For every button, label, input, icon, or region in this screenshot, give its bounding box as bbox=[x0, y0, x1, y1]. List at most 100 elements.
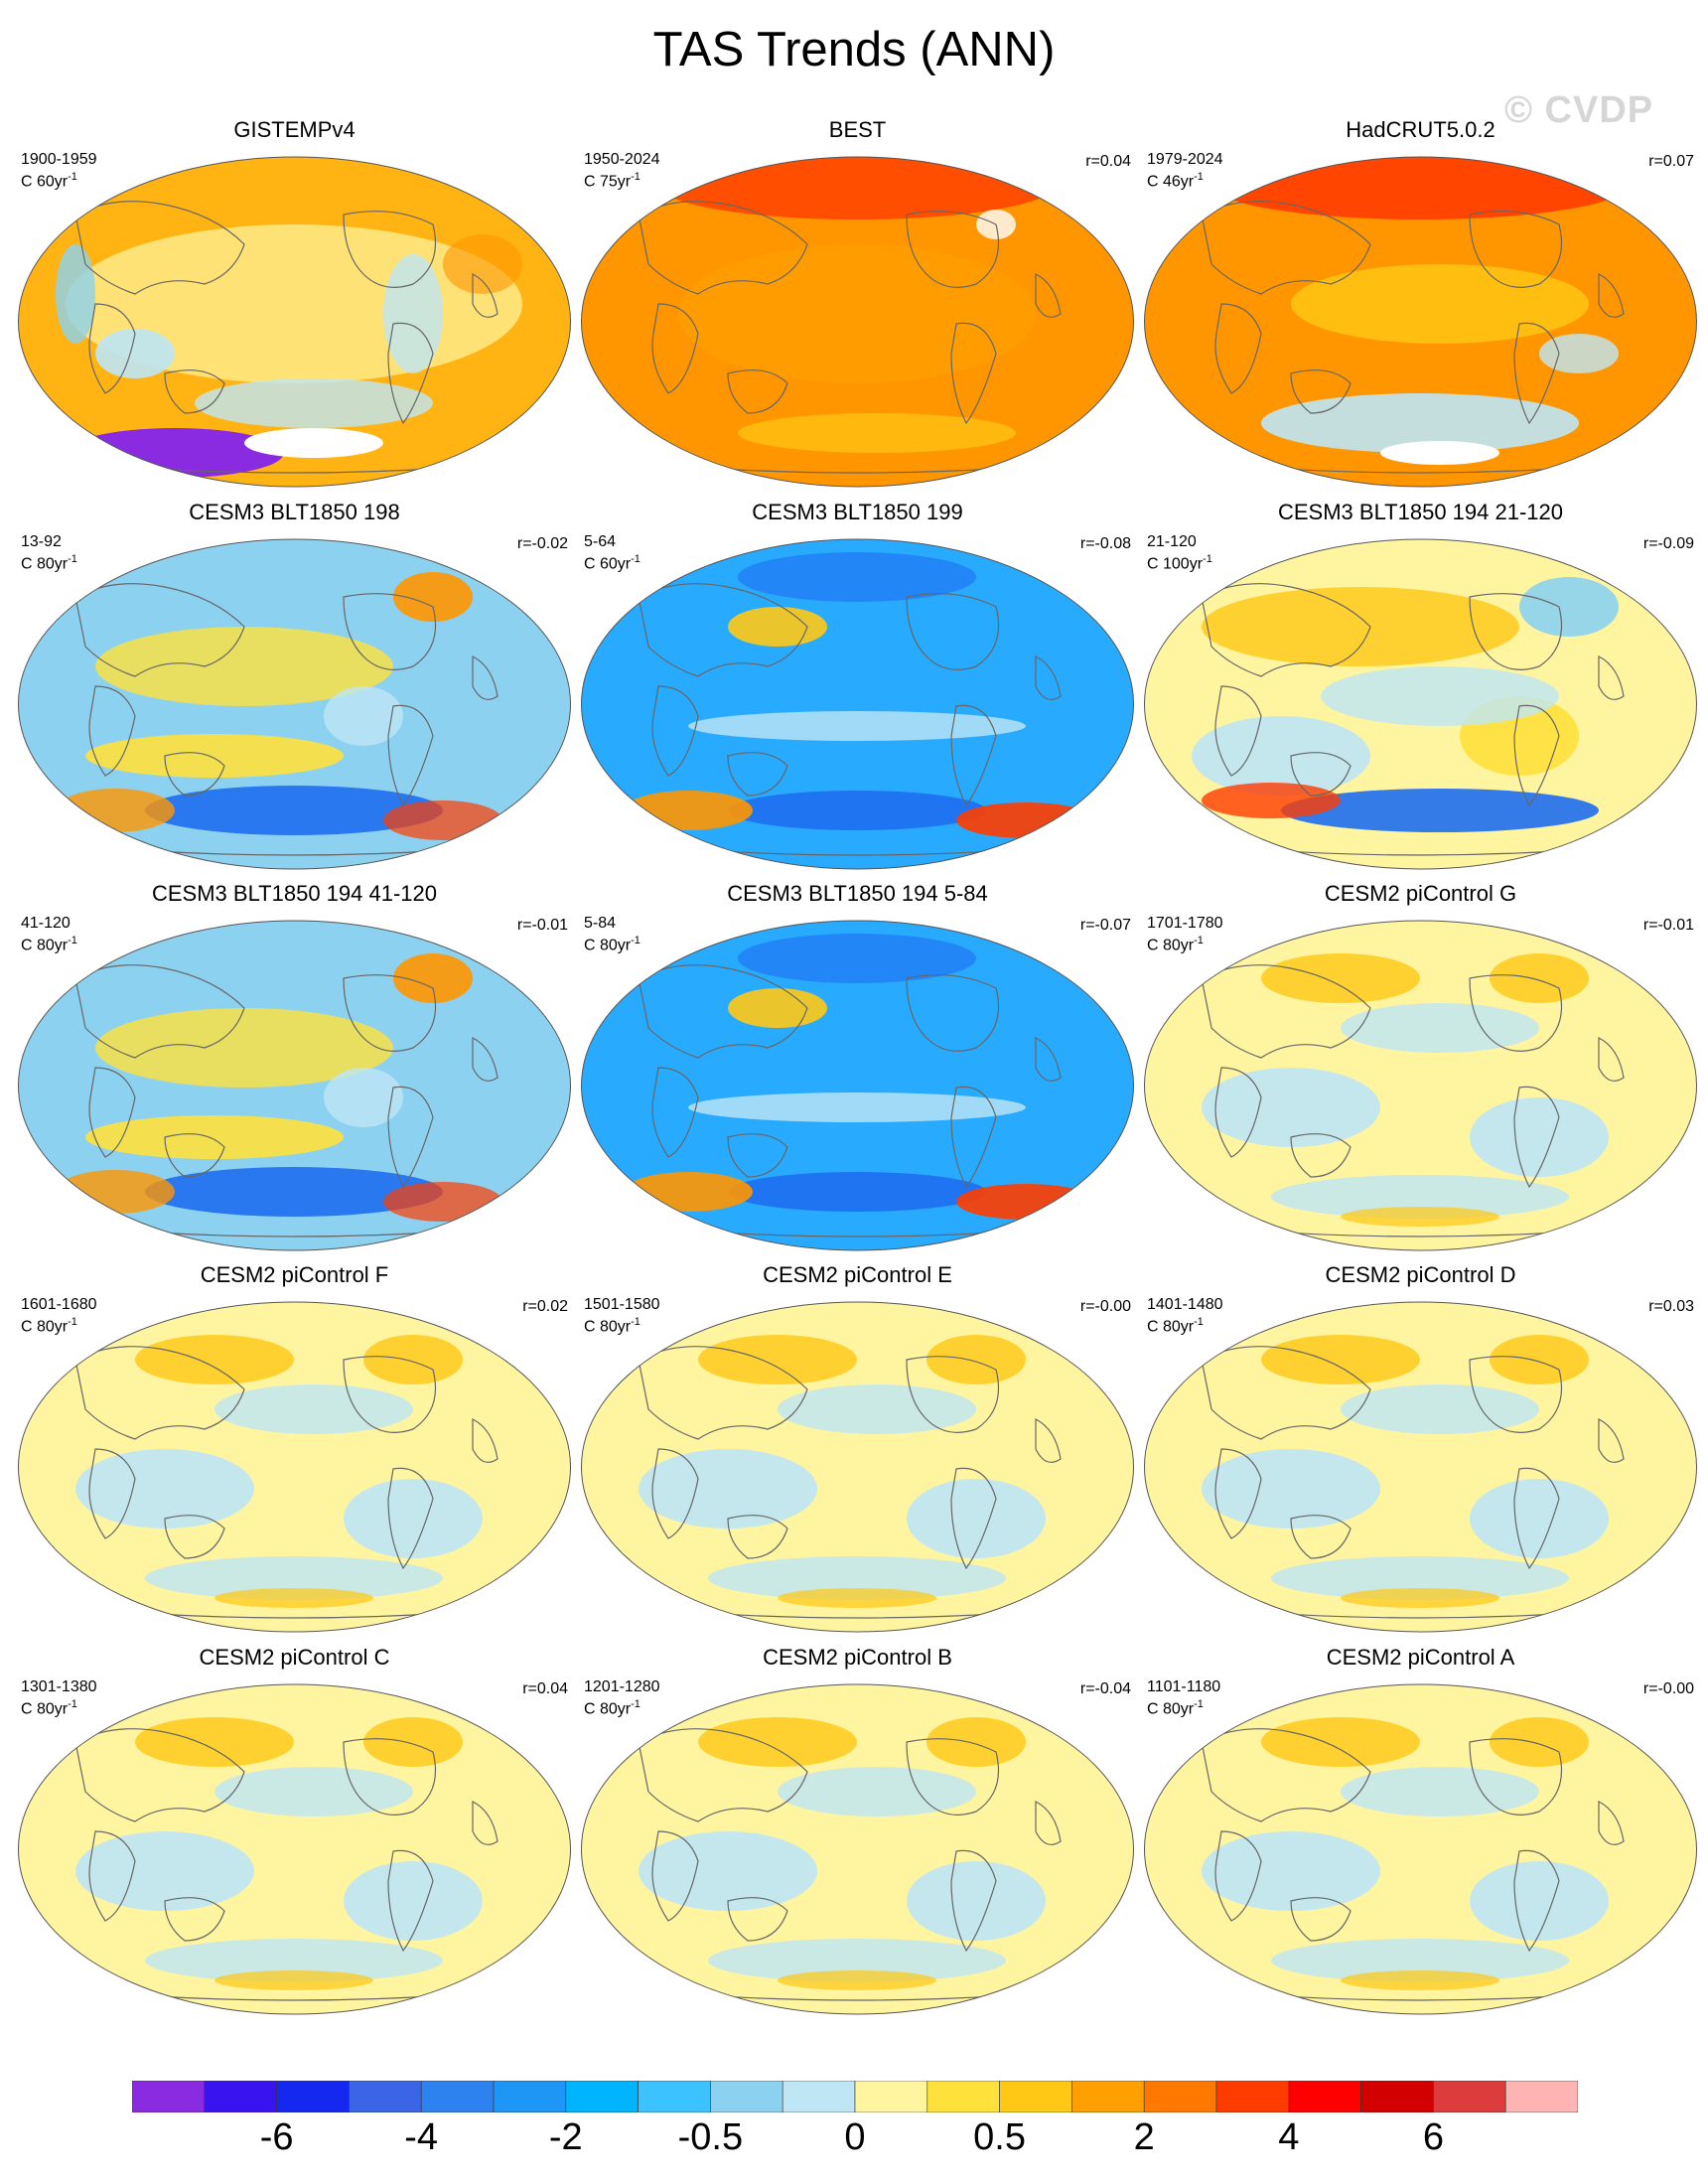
colorbar-swatch bbox=[132, 2081, 206, 2112]
field-anomaly bbox=[1539, 334, 1619, 373]
coastline bbox=[638, 1728, 808, 1822]
coastline bbox=[1035, 1418, 1062, 1463]
map-panel: CESM3 BLT1850 194 21-120 21-120 C 100yr-1 r… bbox=[1139, 500, 1702, 879]
coastline bbox=[74, 1346, 245, 1440]
colorbar-swatch bbox=[1143, 2081, 1217, 2112]
coastline bbox=[950, 1467, 997, 1570]
field-anomaly bbox=[1202, 1831, 1380, 1911]
colorbar-swatch bbox=[1504, 2081, 1578, 2112]
coastline bbox=[1290, 1133, 1352, 1178]
panel-title: HadCRUT5.0.2 bbox=[1346, 117, 1495, 142]
coastline bbox=[88, 1067, 136, 1158]
panel-title: CESM3 BLT1850 194 5-84 bbox=[727, 881, 988, 906]
panel-units-base: C 80yr bbox=[21, 1700, 69, 1718]
globe-map bbox=[18, 1683, 571, 2015]
colorbar-swatch bbox=[276, 2081, 350, 2112]
panel-units-exponent: -1 bbox=[1194, 1698, 1204, 1710]
panel-title: CESM2 piControl C bbox=[199, 1645, 390, 1670]
colorbar-swatch bbox=[1071, 2081, 1145, 2112]
colorbar-swatch bbox=[1360, 2081, 1434, 2112]
colorbar-swatch bbox=[420, 2081, 495, 2112]
coastline bbox=[343, 1356, 437, 1433]
panel-units-base: C 60yr bbox=[584, 555, 632, 573]
coastline bbox=[1214, 1448, 1262, 1539]
coastline bbox=[950, 1086, 997, 1189]
field-anomaly bbox=[363, 1717, 463, 1767]
coastline bbox=[950, 322, 997, 425]
panel-years: 1601-1680 bbox=[21, 1296, 97, 1313]
coastline bbox=[387, 1467, 434, 1570]
panel-units-exponent: -1 bbox=[631, 935, 640, 946]
globe-map bbox=[581, 1301, 1134, 1633]
map-panel: BEST 1950-2024 C 75yr-1 r=0.04 bbox=[576, 117, 1139, 497]
globe-outline bbox=[581, 156, 1134, 488]
coastline bbox=[1035, 1801, 1062, 1845]
map-panel: CESM2 piControl F 1601-1680 C 80yr-1 r=0.02 bbox=[13, 1262, 576, 1642]
map-panel: HadCRUT5.0.2 1979-2024 C 46yr-1 r=0.07 bbox=[1139, 117, 1702, 497]
panel-correlation: r=-0.01 bbox=[1642, 917, 1694, 934]
coastline bbox=[906, 974, 1000, 1052]
map-panel: CESM2 piControl D 1401-1480 C 80yr-1 r=0.03 bbox=[1139, 1262, 1702, 1642]
colorbar-swatch bbox=[493, 2081, 567, 2112]
panel-units-base: C 80yr bbox=[584, 1318, 632, 1336]
panel-units-base: C 80yr bbox=[1147, 1318, 1195, 1336]
field-anomaly bbox=[926, 1335, 1026, 1384]
coastline bbox=[1290, 1897, 1352, 1942]
field-anomaly bbox=[1271, 1175, 1569, 1219]
panel-units: C 80yr-1 bbox=[1147, 932, 1204, 954]
field-anomaly bbox=[95, 627, 393, 706]
field-anomaly bbox=[1490, 1335, 1589, 1384]
map-panel: CESM3 BLT1850 199 5-64 C 60yr-1 r=-0.08 bbox=[576, 500, 1139, 879]
field-anomaly bbox=[1202, 783, 1341, 818]
colorbar-tick-label: -4 bbox=[404, 2116, 439, 2158]
field-anomaly bbox=[383, 800, 502, 840]
map-panel: CESM3 BLT1850 194 41-120 41-120 C 80yr-1 r=… bbox=[13, 881, 576, 1260]
field-anomaly bbox=[1271, 1939, 1569, 1982]
panel-years: 21-120 bbox=[1147, 533, 1197, 550]
globe-outline bbox=[18, 156, 571, 488]
field-anomaly bbox=[56, 789, 175, 832]
panel-correlation: r=-0.02 bbox=[516, 535, 568, 552]
panel-years: 1701-1780 bbox=[1147, 915, 1223, 932]
coastline bbox=[1290, 1515, 1352, 1559]
coastline bbox=[74, 964, 245, 1059]
panel-units: C 80yr-1 bbox=[21, 1313, 77, 1336]
coastline bbox=[1035, 655, 1062, 700]
field-anomaly bbox=[1519, 577, 1619, 637]
globe-outline bbox=[581, 1683, 1134, 2015]
watermark: © CVDP bbox=[1504, 89, 1654, 131]
panel-units-base: C 80yr bbox=[1147, 937, 1195, 954]
globe-outline bbox=[18, 538, 571, 870]
coastline bbox=[88, 303, 136, 394]
panel-units-base: C 80yr bbox=[584, 1700, 632, 1718]
field-anomaly bbox=[214, 1970, 373, 1990]
coastline bbox=[651, 1830, 699, 1922]
coastline bbox=[1214, 685, 1262, 777]
globe-map bbox=[1144, 538, 1697, 870]
panel-units-base: C 46yr bbox=[1147, 173, 1195, 191]
panel-years: 5-64 bbox=[584, 533, 617, 550]
coastline bbox=[638, 201, 808, 295]
field-anomaly bbox=[383, 1182, 502, 1222]
panel-units-exponent: -1 bbox=[1194, 935, 1204, 946]
field-anomaly bbox=[1261, 953, 1420, 1003]
field-anomaly bbox=[728, 607, 827, 647]
field-anomaly bbox=[708, 1556, 1006, 1600]
coastline bbox=[472, 273, 498, 318]
field-anomaly bbox=[1470, 1097, 1609, 1177]
field-anomaly bbox=[778, 1588, 936, 1608]
colorbar-tick-label: 0.5 bbox=[973, 2116, 1026, 2158]
field-anomaly bbox=[738, 934, 976, 983]
colorbar-swatch bbox=[999, 2081, 1072, 2112]
coastline bbox=[88, 685, 136, 777]
field-anomaly bbox=[907, 1861, 1046, 1941]
field-anomaly bbox=[324, 686, 403, 746]
field-anomaly bbox=[135, 1717, 294, 1767]
panel-units-base: C 80yr bbox=[1147, 1700, 1195, 1718]
coastline bbox=[1201, 1728, 1371, 1822]
field-anomaly bbox=[1490, 1717, 1589, 1767]
field-anomaly bbox=[956, 1184, 1095, 1220]
coastline bbox=[1513, 322, 1560, 425]
globe-outline bbox=[1144, 156, 1697, 488]
globe-map bbox=[18, 920, 571, 1251]
